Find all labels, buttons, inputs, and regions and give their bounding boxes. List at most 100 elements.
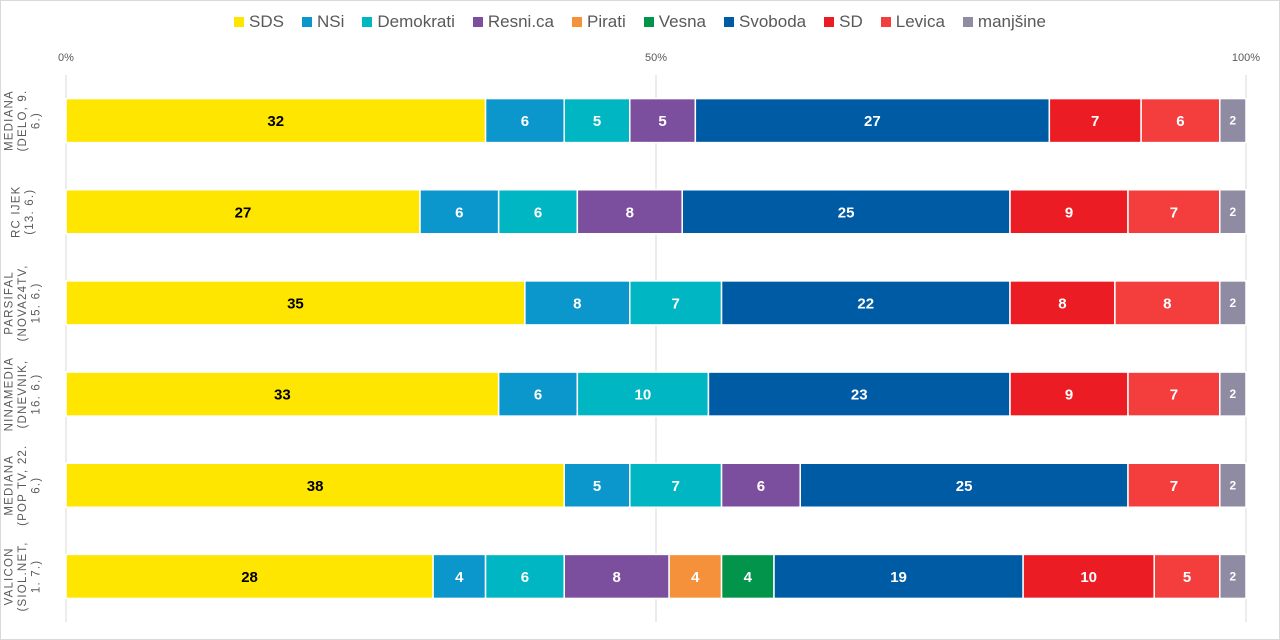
category-label: VALICON (SIOL.NET, 1. 7.): [4, 541, 43, 611]
legend-item-vesna: Vesna: [643, 12, 707, 32]
category-label-line: MEDIANA: [4, 455, 16, 516]
bar-segment-resni-ca: [563, 553, 670, 600]
bar-segment-sds: [65, 280, 526, 326]
x-tick-label: 50%: [645, 52, 667, 64]
bar-segment-manj-ine: [1219, 280, 1247, 326]
data-label: 8: [1058, 295, 1066, 312]
bar-segment-svoboda: [681, 189, 1011, 235]
legend-swatch: [572, 17, 583, 27]
category-label-line: PARSIFAL: [4, 271, 16, 335]
bar-segment-sd: [1009, 280, 1116, 326]
chart-legend: SDS NSi Demokrati Resni.ca Pirati Vesna Svobod…: [0, 12, 1280, 32]
bar-segment-levica: [1127, 371, 1221, 417]
data-label: 25: [956, 478, 973, 495]
data-label: 6: [757, 478, 765, 495]
bar-segment-svoboda: [799, 462, 1129, 508]
legend-item-pirati: Pirati: [572, 12, 626, 32]
bar-segment-manj-ine: [1219, 553, 1247, 600]
category-label-line: (POP TV, 22.: [17, 445, 29, 526]
category-label-line: 6.): [31, 112, 43, 129]
data-label: 6: [534, 387, 542, 404]
bar-segment-vesna: [720, 553, 775, 600]
data-label: 32: [267, 113, 284, 130]
data-label: 8: [626, 204, 634, 221]
category-label-line: 6.): [31, 477, 43, 494]
legend-item-svoboda: Svoboda: [724, 12, 806, 32]
data-label: 7: [1170, 387, 1178, 404]
data-label: 6: [521, 569, 529, 586]
data-label: 9: [1065, 204, 1073, 221]
legend-label: Demokrati: [377, 12, 455, 31]
bar-segment-svoboda: [694, 97, 1051, 144]
category-label: RC IJEK (13. 6.): [10, 186, 36, 239]
data-label: 6: [1176, 113, 1184, 130]
category-label-line: RC IJEK: [10, 186, 22, 239]
bar-segment-manj-ine: [1219, 462, 1247, 508]
legend-item-manj-ine: manjšine: [962, 12, 1046, 32]
data-label: 2: [1230, 478, 1237, 492]
legend-label: Vesna: [658, 12, 707, 31]
data-label: 33: [274, 387, 291, 404]
category-label-line: (NOVA24TV,: [17, 264, 29, 341]
legend-swatch: [302, 17, 312, 27]
data-label: 2: [1230, 569, 1237, 583]
data-label: 28: [241, 569, 258, 586]
legend-item-resni-ca: Resni.ca: [472, 12, 554, 32]
bar-segment-nsi: [563, 462, 631, 508]
bar-segment-levica: [1127, 462, 1221, 508]
data-label: 10: [635, 387, 652, 404]
category-label: PARSIFAL (NOVA24TV, 15. 6.): [4, 264, 43, 341]
data-label: 2: [1230, 114, 1237, 128]
legend-item-sds: SDS: [234, 12, 284, 32]
data-label: 7: [671, 295, 679, 312]
legend-item-demokrati: Demokrati: [362, 12, 455, 32]
bar-segment-manj-ine: [1219, 189, 1247, 235]
bar-segment-demokrati: [576, 371, 710, 417]
data-label: 8: [1163, 295, 1171, 312]
category-label-line: 1. 7.): [31, 560, 43, 593]
bar-segment-sd: [1009, 371, 1129, 417]
data-label: 5: [593, 478, 601, 495]
data-label: 4: [691, 569, 700, 586]
data-label: 5: [593, 113, 601, 130]
bar-segment-resni-ca: [576, 189, 683, 235]
data-label: 5: [1183, 569, 1191, 586]
data-label: 27: [235, 204, 252, 221]
data-label: 27: [864, 113, 881, 130]
legend-swatch: [880, 17, 891, 27]
category-label-line: 15. 6.): [31, 282, 43, 323]
bar-segment-manj-ine: [1219, 371, 1247, 417]
x-tick-label: 100%: [1232, 52, 1260, 64]
bar-segment-nsi: [419, 189, 500, 235]
data-label: 9: [1065, 387, 1073, 404]
x-tick-label: 0%: [58, 52, 74, 64]
data-label: 4: [744, 569, 753, 586]
data-label: 2: [1230, 296, 1237, 310]
legend-label: SDS: [249, 12, 284, 31]
legend-swatch: [234, 17, 245, 27]
data-label: 4: [455, 569, 464, 586]
legend-item-nsi: NSi: [302, 12, 344, 32]
bar-segment-sd: [1022, 553, 1155, 600]
bar-segment-levica: [1140, 97, 1221, 144]
legend-label: NSi: [317, 12, 345, 31]
category-label: MEDIANA (DELO, 9. 6.): [4, 90, 43, 152]
data-label: 23: [851, 387, 868, 404]
data-label: 8: [573, 295, 581, 312]
data-label: 10: [1080, 569, 1097, 586]
bar-segment-manj-ine: [1219, 97, 1247, 144]
data-label: 7: [1170, 204, 1178, 221]
data-label: 7: [1170, 478, 1178, 495]
data-label: 2: [1230, 387, 1237, 401]
legend-label: Svoboda: [739, 12, 807, 31]
data-label: 7: [671, 478, 679, 495]
data-label: 8: [612, 569, 620, 586]
category-label-line: (DELO, 9.: [17, 90, 29, 152]
data-label: 19: [890, 569, 907, 586]
bar-segment-demokrati: [629, 280, 723, 326]
category-label: MEDIANA (POP TV, 22. 6.): [4, 445, 43, 526]
data-label: 7: [1091, 113, 1099, 130]
bar-segment-sds: [65, 462, 565, 508]
legend-label: manjšine: [977, 12, 1046, 31]
